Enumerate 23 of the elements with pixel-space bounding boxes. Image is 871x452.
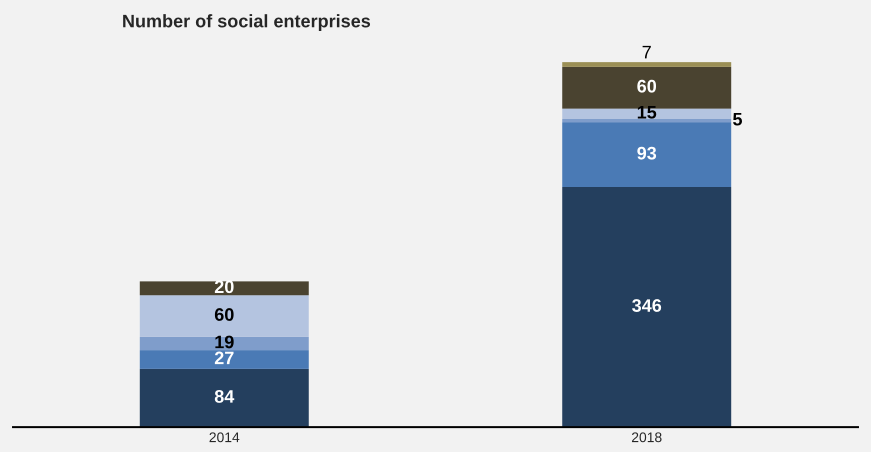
data-label: 60 [214,308,234,321]
data-label: 93 [637,146,656,160]
data-label: 20 [214,280,234,294]
data-label: 84 [214,390,234,403]
data-label: 5 [733,112,742,126]
bar [140,281,309,296]
bar [140,295,309,337]
bar [562,186,732,428]
data-label: 15 [638,106,656,119]
bar [140,350,309,369]
data-label: 19 [215,336,234,348]
bar [562,62,732,67]
x-tick-label: 2018 [632,432,662,442]
data-label: 27 [214,352,234,364]
bar [562,118,732,122]
data-label: 7 [642,46,651,58]
data-label: 346 [632,299,662,312]
data-label: 60 [637,80,656,93]
bar [140,368,309,428]
bar [562,122,732,187]
x-tick-label: 2014 [210,432,240,442]
bar [140,336,309,350]
chart-title: Number of social enterprises [123,14,370,32]
